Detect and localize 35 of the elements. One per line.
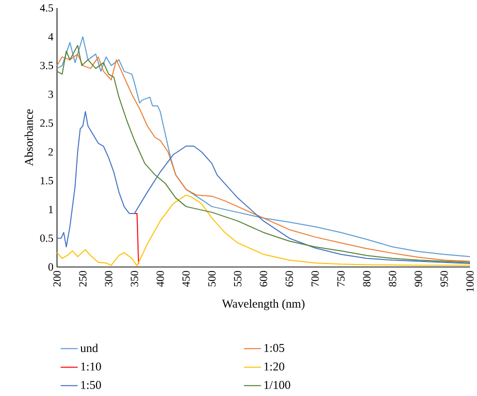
x-tick-label: 750 <box>337 270 345 286</box>
y-tick-label: 1.5 <box>40 176 54 184</box>
y-axis-title: Absorbance <box>24 109 33 166</box>
x-tick-label: 900 <box>414 270 422 287</box>
legend-label: 1:20 <box>264 362 284 371</box>
y-tick-label: 0.5 <box>40 234 54 242</box>
x-tick-label: 300 <box>104 270 112 286</box>
x-axis-title: Wavelength (nm) <box>222 299 304 310</box>
x-tick-label: 800 <box>363 270 370 287</box>
x-tick-label: 200 <box>53 270 61 286</box>
y-tick-label: 4.5 <box>40 4 54 12</box>
y-tick-label: 2 <box>48 148 53 156</box>
y-tick-label: 3.5 <box>40 62 54 70</box>
x-tick-label: 950 <box>440 270 448 287</box>
x-tick-label: 500 <box>208 270 216 286</box>
y-tick-label: 4 <box>48 33 54 40</box>
y-tick-label: 2.5 <box>40 119 54 127</box>
x-tick-label: 350 <box>130 270 138 286</box>
x-tick-label: 1000 <box>466 270 474 292</box>
y-tick-label: 0 <box>48 263 54 271</box>
legend-label: 1:50 <box>81 380 101 390</box>
x-tick-label: 850 <box>388 270 396 287</box>
legend-label: 1/100 <box>264 380 290 389</box>
y-tick-label: 1 <box>48 206 53 214</box>
x-tick-label: 700 <box>311 270 319 286</box>
x-tick-label: 450 <box>182 270 190 287</box>
legend-label: 1:05 <box>264 344 284 352</box>
x-tick-label: 250 <box>79 270 87 286</box>
legend-label: und <box>80 344 98 352</box>
x-tick-label: 400 <box>156 270 164 287</box>
x-tick-label: 650 <box>286 270 294 286</box>
y-tick-label: 3 <box>48 90 54 98</box>
x-tick-label: 550 <box>234 270 242 286</box>
x-tick-label: 600 <box>260 270 268 286</box>
legend-label: 1:10 <box>81 362 101 371</box>
